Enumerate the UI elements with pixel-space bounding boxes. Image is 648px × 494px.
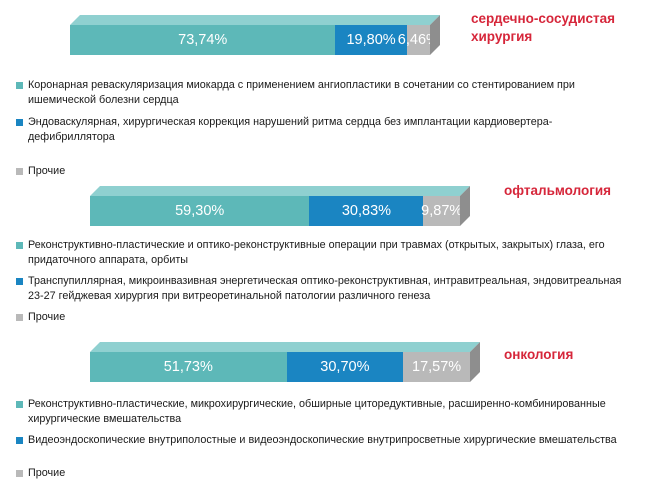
legend-item: Эндоваскулярная, хирургическая коррекция… bbox=[14, 115, 634, 145]
data-label: 73,74% bbox=[178, 32, 228, 48]
legend-swatch bbox=[16, 119, 23, 126]
bar-side-face bbox=[460, 186, 470, 226]
data-label: 19,80% bbox=[346, 32, 396, 48]
bar-side-face bbox=[470, 342, 480, 382]
legend-swatch bbox=[16, 242, 23, 249]
bar-ophthalmology: 59,30% 30,83% 9,87% bbox=[90, 196, 463, 226]
legend-swatch bbox=[16, 314, 23, 321]
legend-item: Видеоэндоскопические внутриполостные и в… bbox=[14, 433, 634, 448]
bar-3d-ophthalmology bbox=[90, 186, 470, 226]
legend-cardio: Коронарная реваскуляризация миокарда с п… bbox=[14, 78, 634, 179]
segment-ophth-1: 59,30% bbox=[90, 196, 310, 226]
data-label: 9,87% bbox=[421, 203, 463, 219]
legend-item: Реконструктивно-пластические, микрохирур… bbox=[14, 397, 634, 427]
legend-swatch bbox=[16, 82, 23, 89]
chart-title-oncology: онкология bbox=[504, 347, 574, 362]
legend-item: Прочие bbox=[14, 164, 634, 179]
data-label: 17,57% bbox=[412, 359, 462, 375]
segment-cardio-3: 6,46% bbox=[398, 25, 439, 55]
bar-top-face bbox=[70, 15, 440, 25]
legend-swatch bbox=[16, 470, 23, 477]
chart-title-cardio: сердечно-сосудистая хирургия bbox=[471, 11, 616, 44]
legend-swatch bbox=[16, 168, 23, 175]
bar-oncology: 51,73% 30,70% 17,57% bbox=[90, 352, 470, 382]
bar-top-face bbox=[90, 342, 480, 352]
legend-swatch bbox=[16, 401, 23, 408]
bar-top-face bbox=[90, 186, 470, 196]
data-label: 30,70% bbox=[320, 359, 370, 375]
bar-3d-oncology bbox=[90, 342, 480, 382]
legend-oncology: Реконструктивно-пластические, микрохирур… bbox=[14, 397, 634, 481]
segment-ophth-2: 30,83% bbox=[309, 196, 424, 226]
bar-3d-cardio bbox=[70, 15, 440, 55]
chart-title-ophthalmology: офтальмология bbox=[504, 183, 612, 198]
segment-ophth-3: 9,87% bbox=[421, 196, 463, 226]
bar-cardio: 73,74% 19,80% 6,46% bbox=[70, 25, 439, 55]
segment-cardio-2: 19,80% bbox=[335, 25, 407, 55]
legend-item: Прочие bbox=[14, 310, 634, 325]
legend-ophthalmology: Реконструктивно-пластические и оптико-ре… bbox=[14, 238, 634, 325]
data-label: 51,73% bbox=[163, 359, 213, 375]
legend-swatch bbox=[16, 278, 23, 285]
bar-side-face bbox=[430, 15, 440, 55]
legend-item: Коронарная реваскуляризация миокарда с п… bbox=[14, 78, 634, 108]
legend-item: Реконструктивно-пластические и оптико-ре… bbox=[14, 238, 634, 268]
data-label: 6,46% bbox=[397, 32, 439, 48]
data-label: 59,30% bbox=[175, 203, 225, 219]
segment-onco-1: 51,73% bbox=[90, 352, 287, 382]
data-label: 30,83% bbox=[341, 203, 392, 219]
legend-item: Прочие bbox=[14, 466, 634, 481]
legend-item: Транспупиллярная, микроинвазивная энерге… bbox=[14, 274, 634, 304]
segment-cardio-1: 73,74% bbox=[70, 25, 336, 55]
legend-swatch bbox=[16, 437, 23, 444]
segment-onco-2: 30,70% bbox=[286, 352, 404, 382]
segment-onco-3: 17,57% bbox=[403, 352, 470, 382]
